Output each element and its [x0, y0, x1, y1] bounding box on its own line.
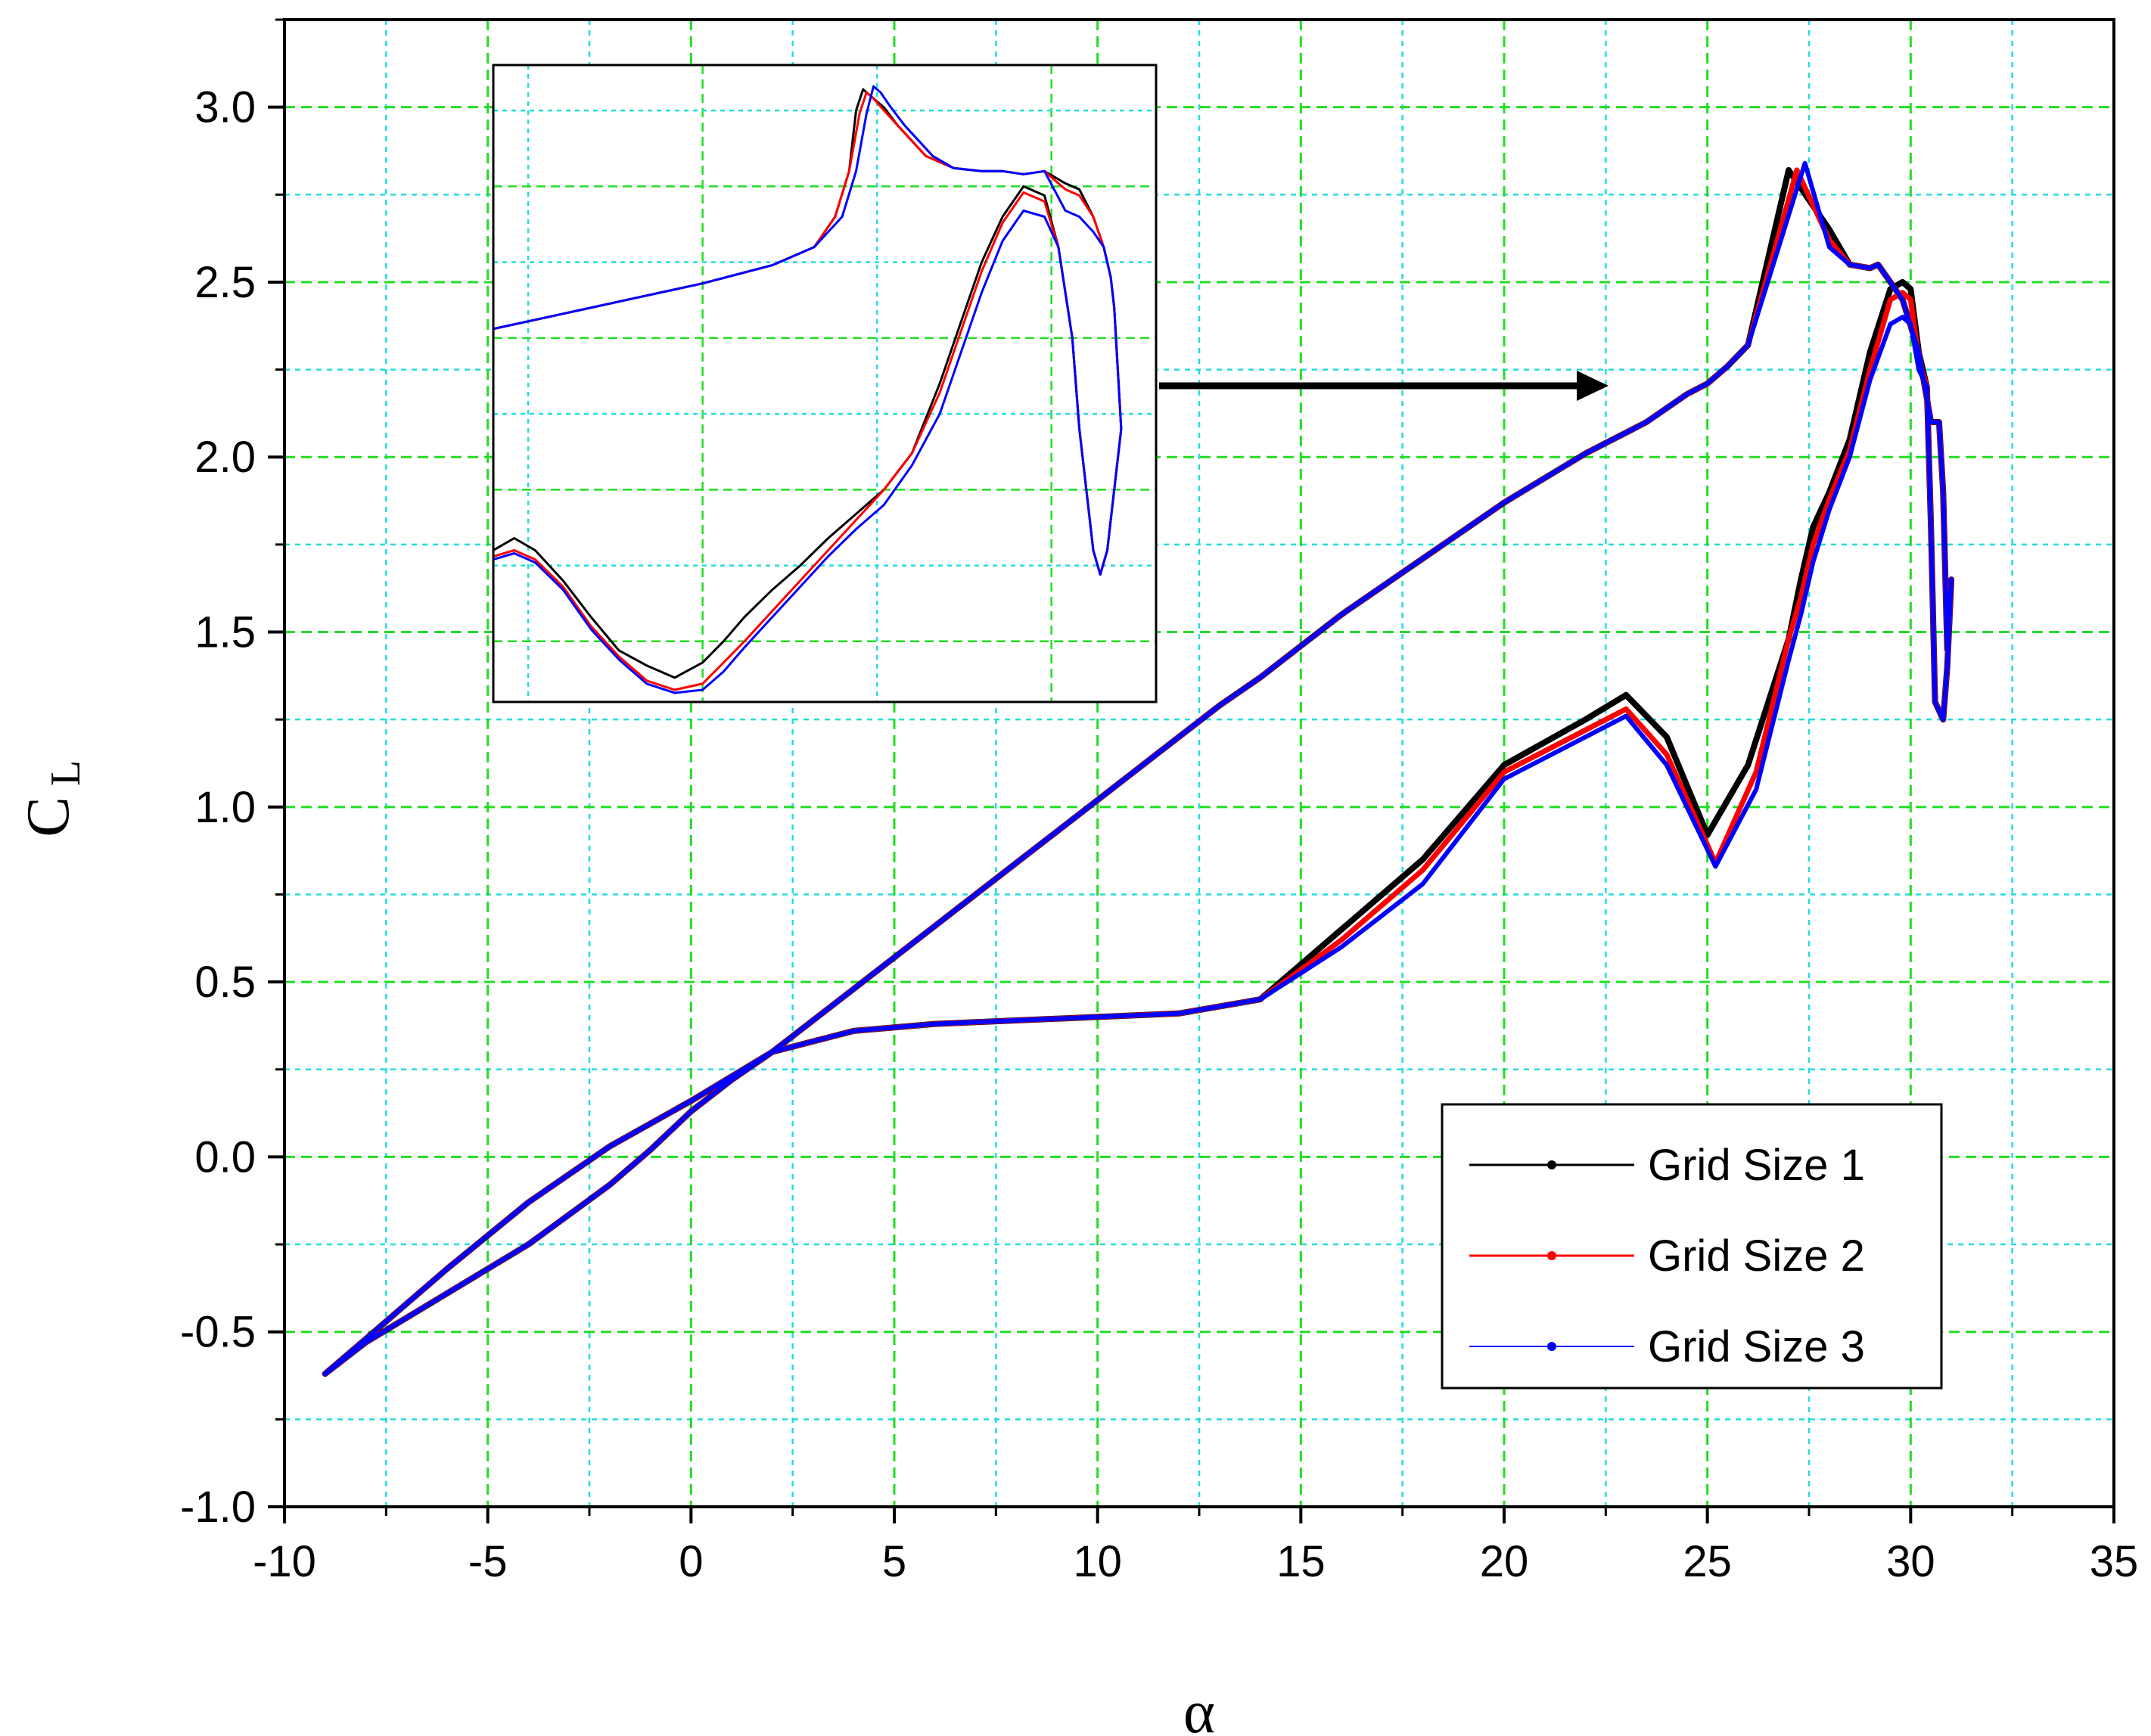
y-tick-label: 2.0	[194, 433, 256, 482]
series-line-3	[322, 160, 1954, 1377]
main-tick-labels: -10 -5 0 5 10 15 20 25 30 35 -1.0 -0.5 0.0 0.5 1.0 1.5 2…	[180, 83, 2138, 1586]
x-tick-label: -5	[468, 1537, 508, 1586]
y-axis-title-subscript: L	[42, 760, 89, 786]
y-axis-title-main: C	[15, 797, 82, 837]
y-axis-title: C L	[15, 760, 89, 837]
y-tick-label: -1.0	[180, 1483, 256, 1532]
x-tick-label: 15	[1276, 1537, 1326, 1586]
zoom-arrow	[1159, 371, 1609, 401]
legend-marker-2	[1547, 1251, 1556, 1260]
x-tick-label: 0	[679, 1537, 703, 1586]
legend-label-3: Grid Size 3	[1648, 1322, 1865, 1371]
legend: Grid Size 1 Grid Size 2 Grid Size 3	[1441, 1103, 1943, 1390]
y-tick-label: 1.5	[194, 608, 256, 657]
inset-background	[493, 65, 1156, 702]
x-tick-label: 10	[1073, 1537, 1122, 1586]
legend-frame	[1441, 1103, 1943, 1390]
inset-series	[493, 85, 1123, 694]
x-axis-title: α	[1183, 1679, 1215, 1736]
y-tick-label: 1.0	[194, 783, 256, 832]
inset-frame	[492, 64, 1158, 703]
x-tick-label: 5	[882, 1537, 906, 1586]
legend-label-2: Grid Size 2	[1648, 1231, 1865, 1281]
y-tick-label: -0.5	[180, 1308, 256, 1357]
zoom-arrow-head	[1577, 371, 1609, 401]
x-tick-label: 20	[1480, 1537, 1529, 1586]
main-ticks	[268, 18, 2115, 1523]
x-tick-label: 30	[1886, 1537, 1935, 1586]
y-tick-label: 3.0	[194, 83, 256, 132]
inset-series-line-3	[493, 85, 1123, 694]
legend-marker-3	[1547, 1342, 1556, 1351]
inset-grid	[493, 65, 1156, 702]
y-tick-label: 0.0	[194, 1132, 256, 1182]
legend-label-1: Grid Size 1	[1648, 1141, 1865, 1190]
y-tick-label: 2.5	[194, 258, 256, 307]
legend-marker-1	[1547, 1160, 1556, 1169]
x-tick-label: -10	[253, 1537, 316, 1586]
main-series	[322, 160, 1955, 1377]
x-tick-label: 25	[1683, 1537, 1732, 1586]
y-tick-label: 0.5	[194, 958, 256, 1007]
x-tick-label: 35	[2090, 1537, 2139, 1586]
